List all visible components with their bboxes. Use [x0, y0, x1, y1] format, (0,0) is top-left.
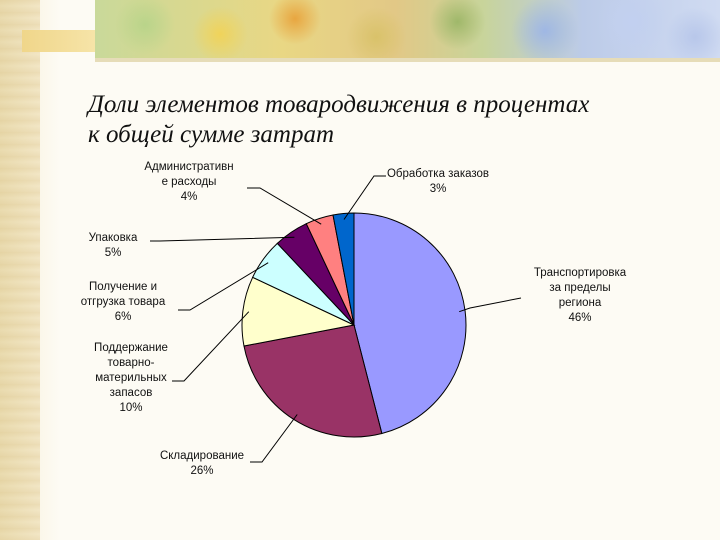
pie-label-line-3-0: Получение и: [89, 281, 157, 293]
pie-label-line-3-1: отгрузка товара: [81, 296, 166, 308]
decorative-banner-tab: [22, 30, 95, 52]
pie-value-label-2: 10%: [119, 402, 142, 414]
pie-slices: [241, 212, 467, 438]
slide-title-line-1: Доли элементов товародвижения в процента…: [88, 91, 590, 118]
pie-value-label-4: 5%: [105, 247, 122, 259]
pie-label-6: Обработка заказов 3%: [387, 168, 489, 195]
pie-label-line-5-0: Административн: [144, 161, 233, 173]
decorative-banner: [95, 0, 720, 62]
pie-value-label-1: 26%: [190, 465, 213, 477]
pie-label-line-1-0: Складирование: [160, 450, 244, 462]
pie-leader-lines: [150, 175, 522, 463]
pie-label-line-2-2: материльных: [95, 372, 167, 384]
slide-title-line-2: к общей сумме затрат: [88, 121, 335, 148]
slide-title: Доли элементов товародвижения в процента…: [88, 90, 708, 150]
banner-divider: [95, 58, 720, 62]
pie-leader-line-1: [250, 414, 298, 463]
pie-label-0: Транспортировка за пределы региона 46%: [534, 267, 627, 324]
pie-slice-6: [332, 212, 355, 326]
pie-label-line-2-1: товарно-: [108, 357, 155, 369]
pie-label-line-0-1: за пределы: [549, 282, 610, 294]
paper-texture-strip: [0, 0, 40, 540]
pie-value-label-5: 4%: [181, 191, 198, 203]
pie-label-line-6-0: Обработка заказов: [387, 168, 489, 180]
pie-leader-line-0: [459, 297, 522, 313]
pie-leader-line-2: [172, 311, 250, 382]
pie-slice-0: [353, 212, 467, 435]
pie-label-1: Складирование 26%: [160, 450, 244, 477]
pie-value-label-0: 46%: [568, 312, 591, 324]
pie-leader-line-6: [343, 175, 386, 220]
pie-label-line-2-0: Поддержание: [94, 342, 168, 354]
pie-label-4: Упаковка 5%: [89, 232, 138, 259]
pie-label-line-0-0: Транспортировка: [534, 267, 627, 279]
pie-value-label-3: 6%: [115, 311, 132, 323]
pie-label-3: Получение и отгрузка товара 6%: [81, 281, 166, 323]
pie-leader-line-3: [178, 262, 269, 311]
pie-leader-line-5: [247, 187, 322, 225]
pie-label-line-2-3: запасов: [110, 387, 153, 399]
pie-value-label-6: 3%: [430, 183, 447, 195]
pie-labels: Транспортировка за пределы региона 46% Склад…: [81, 161, 627, 477]
pie-label-line-4-0: Упаковка: [89, 232, 138, 244]
pie-label-line-0-2: региона: [559, 297, 602, 309]
pie-label-2: Поддержание товарно-материльных запасов 10%: [94, 342, 168, 414]
pie-label-5: Административн е расходы 4%: [144, 161, 233, 203]
pie-label-line-5-1: е расходы: [162, 176, 217, 188]
pie-leader-line-4: [150, 236, 295, 242]
